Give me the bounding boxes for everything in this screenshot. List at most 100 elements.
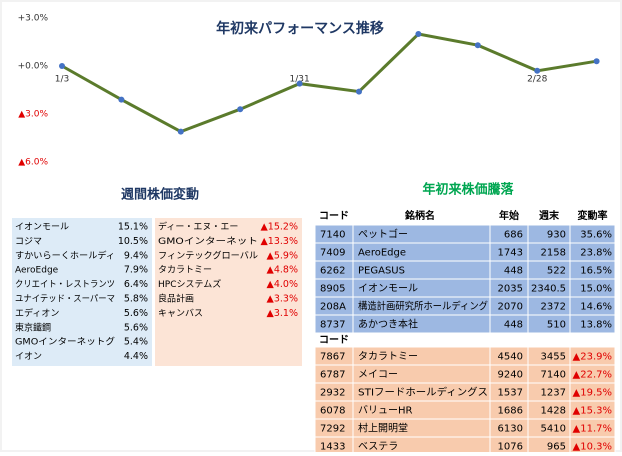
table-text: 6078 (320, 406, 345, 417)
table-header: 銘柄名 (405, 209, 435, 222)
table-text: 448 (504, 320, 523, 331)
marker (59, 63, 65, 69)
stock-change: 6.4% (124, 279, 148, 290)
table-text: 1433 (320, 442, 345, 453)
marker (177, 128, 184, 135)
table-text: 208A (320, 302, 346, 313)
line (61, 32, 597, 134)
table-text: バリューHR (358, 405, 413, 417)
table-text: 2035 (498, 284, 523, 295)
table-text: 23.8% (580, 248, 612, 259)
table-text: 965 (547, 442, 566, 453)
table-text: ▲11.7% (573, 424, 612, 435)
table-text: AeroEdge (358, 248, 406, 259)
table-header: 週末 (539, 209, 560, 222)
stock-change: ▲3.1% (267, 308, 298, 319)
marker (534, 67, 541, 74)
losers-box (155, 218, 302, 366)
table-text: 15.0% (580, 284, 612, 295)
stock-name: クリエイト・レストランツ (15, 279, 115, 290)
table-text: 村上開明堂 (358, 422, 408, 435)
stock-change: ▲5.9% (267, 250, 298, 261)
stock-change: ▲4.0% (267, 279, 298, 290)
table-text: 1428 (541, 406, 566, 417)
marker (118, 96, 125, 103)
x-tick-label: 1/31 (289, 75, 309, 85)
table-text: 7409 (320, 248, 345, 259)
table-text: 構造計画研究所ホールディング (358, 300, 488, 313)
table-text: 6262 (320, 266, 345, 277)
stock-change: ▲13.3% (261, 236, 299, 247)
stock-change: 10.5% (118, 236, 148, 247)
stock-change: 5.4% (124, 337, 148, 348)
y-tick-label: +3.0% (18, 14, 49, 24)
stock-change: 9.4% (124, 250, 148, 261)
marker (593, 58, 600, 65)
stock-name: タカラトミー (158, 265, 212, 276)
table-text: 8737 (320, 320, 345, 331)
stock-name: フィンテックグローバル (158, 249, 258, 261)
table-text: 35.6% (580, 230, 612, 241)
table-text: 6130 (498, 424, 523, 435)
table-text: あかつき本社 (358, 318, 418, 331)
table-text: 9240 (498, 370, 523, 381)
table-subheader: コード (319, 334, 349, 346)
stock-name: GMOインターネット (158, 236, 258, 247)
table-header: コード (319, 210, 349, 222)
table-text: 1743 (498, 248, 523, 259)
ytd-title: 年初来株価騰落 (422, 182, 514, 198)
stock-change: 4.4% (124, 351, 148, 362)
gainers-box (12, 218, 152, 366)
table-text: 2932 (320, 388, 345, 399)
table-text: 16.5% (580, 266, 612, 277)
table-text: 7867 (320, 352, 345, 363)
stock-name: HPCシステムズ (158, 278, 221, 290)
y-tick-label: +0.0% (18, 62, 49, 72)
table-text: ▲10.3% (573, 442, 612, 453)
stock-change: 5.6% (124, 308, 148, 319)
table-text: 686 (504, 230, 523, 241)
table-text: ▲23.9% (573, 352, 612, 363)
stock-change: 15.1% (118, 222, 148, 233)
weekly-title: 週間株価変動 (121, 187, 199, 203)
stock-name: イオンモール (15, 222, 69, 233)
table-text: 2372 (541, 302, 566, 313)
table-text: 13.8% (580, 320, 612, 331)
table-cell (569, 314, 616, 334)
table-text: 1237 (541, 388, 566, 399)
marker (356, 88, 362, 95)
table-text: 1537 (498, 388, 523, 399)
stock-name: GMOインターネットグ (15, 336, 115, 348)
table-text: 2340.5 (531, 284, 566, 295)
table-header: 年始 (499, 209, 519, 222)
y-tick-label: ▲3.0% (18, 110, 48, 120)
table-text: 930 (547, 230, 566, 241)
table-text: ▲15.3% (573, 406, 612, 417)
x-tick-label: 2/28 (527, 75, 547, 85)
stock-change: ▲3.3% (267, 294, 298, 305)
y-tick-label: ▲6.0% (18, 158, 48, 168)
stock-name: ディー・エヌ・エー (158, 221, 238, 233)
x-tick-label: 1/3 (55, 75, 69, 85)
table-text: 7140 (320, 230, 345, 241)
stock-name: 東京鐵鋼 (15, 321, 51, 333)
stock-name: 良品計画 (158, 293, 194, 305)
stock-name: すかいらーくホールディ (15, 249, 115, 261)
table-text: 7292 (320, 424, 345, 435)
stock-name: エディオン (15, 307, 59, 319)
stock-change: ▲15.2% (261, 222, 299, 233)
table-text: 14.6% (580, 302, 612, 313)
stock-change: 5.8% (124, 294, 148, 305)
table-text: タカラトミー (358, 351, 418, 363)
marker (296, 80, 303, 87)
table-text: 8905 (320, 284, 345, 295)
table-text: 522 (547, 266, 566, 277)
table-text: ベステラ (358, 441, 398, 453)
table-text: 2070 (498, 302, 523, 313)
table-header: 変動率 (578, 209, 608, 222)
table-text: 1686 (498, 406, 523, 417)
table-text: ペットゴー (358, 228, 408, 241)
stock-name: AeroEdge (15, 266, 59, 276)
